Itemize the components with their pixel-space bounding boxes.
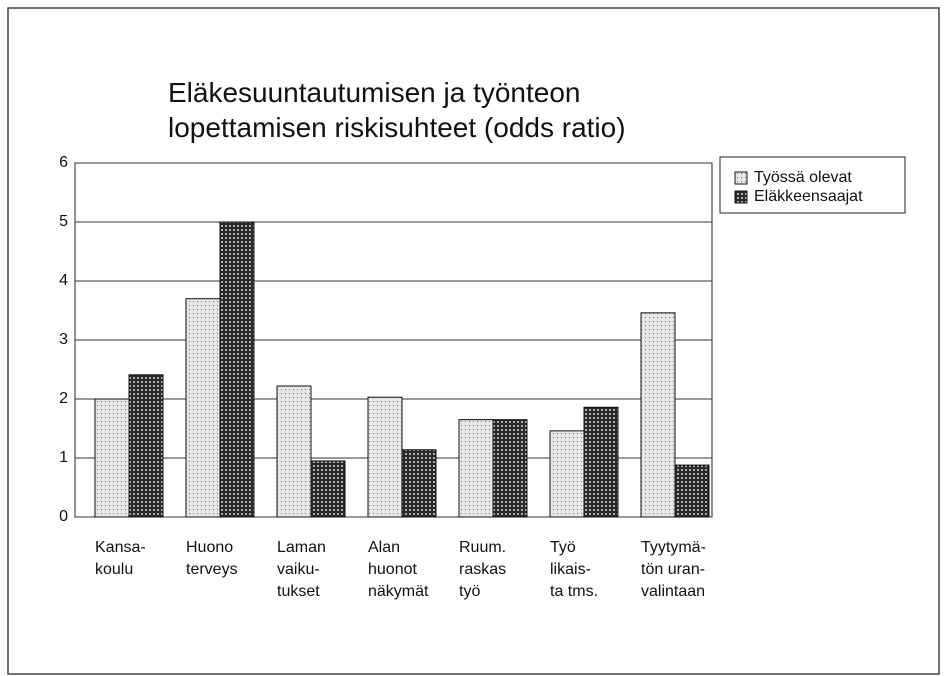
y-tick-label: 3 [59,331,68,348]
y-tick-label: 4 [59,272,68,289]
legend-swatch [734,190,748,204]
bar [94,398,130,518]
x-tick-label: Tyytymä-tön uran-valintaan [641,539,706,600]
y-tick-label: 2 [59,390,68,407]
y-tick-label: 0 [59,508,68,525]
bar [367,396,403,518]
chart-title: Eläkesuuntautumisen ja työnteon lopettami… [168,77,626,143]
legend-box [719,156,906,214]
x-tick-label: Alan huonot näkymät [368,539,429,600]
legend-label: Työssä olevat [754,169,852,186]
frame [7,7,940,675]
bar [310,460,346,518]
bar [128,374,164,518]
x-tick-label: Ruum. raskas työ [459,539,506,600]
x-tick-label: Huono terveys [186,539,238,578]
bar [185,298,221,518]
y-tick-label: 6 [59,154,68,171]
bar [583,406,619,518]
y-tick-label: 1 [59,449,68,466]
bar [492,419,528,518]
bar [401,449,437,518]
x-tick-label: Kansa-koulu [95,539,146,578]
bar [549,430,585,518]
bar [219,221,255,518]
legend-swatch [734,171,748,185]
bar [674,464,710,518]
bar [276,385,312,518]
bar [640,312,676,518]
bar [458,419,494,518]
x-tick-label: Työ likais-ta tms. [550,539,598,600]
y-tick-label: 5 [59,213,68,230]
legend-label: Eläkkeensaajat [754,188,863,205]
x-tick-label: Laman vaiku-tukset [277,539,326,600]
